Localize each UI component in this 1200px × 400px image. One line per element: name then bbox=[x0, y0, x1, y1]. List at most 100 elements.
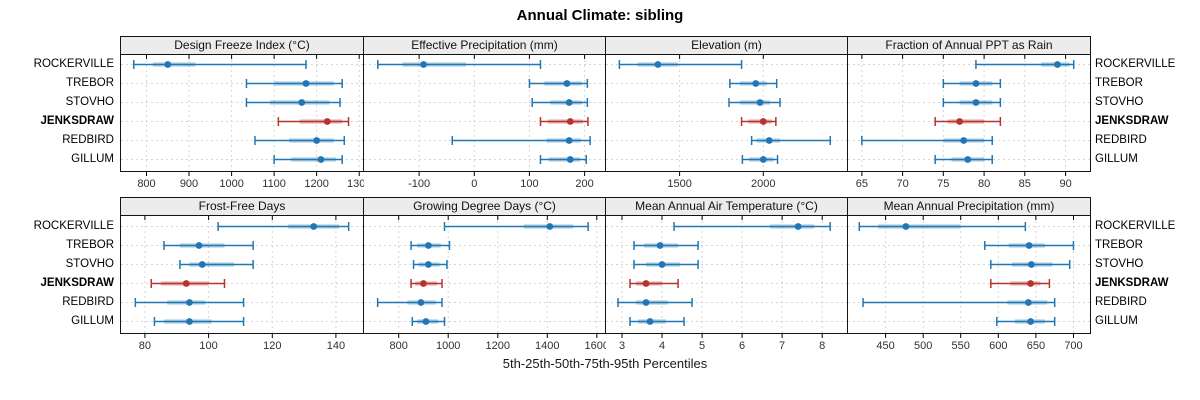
station-label-left-rockerville: ROCKERVILLE bbox=[33, 220, 114, 232]
series-gillum bbox=[411, 317, 446, 326]
x-axis-label: 5th-25th-50th-75th-95th Percentiles bbox=[502, 356, 708, 371]
tick-label: 3 bbox=[619, 340, 625, 352]
station-label-right-trebor: TREBOR bbox=[1095, 77, 1143, 89]
station-label-left-redbird: REDBIRD bbox=[62, 134, 114, 146]
series-jenksdraw bbox=[990, 279, 1051, 288]
x-axis-ticks: 450 500 550 600 650 700 bbox=[876, 334, 1083, 352]
median-dot bbox=[424, 242, 432, 249]
series-trebor bbox=[729, 79, 778, 88]
median-dot bbox=[298, 99, 306, 106]
station-label-right-gillum: GILLUM bbox=[1095, 315, 1138, 327]
panel-title-effective-precipitation-mm: Effective Precipitation (mm) bbox=[364, 37, 605, 55]
median-dot bbox=[310, 223, 318, 230]
station-label-right-trebor: TREBOR bbox=[1095, 239, 1143, 251]
series-trebor bbox=[942, 79, 1002, 88]
x-axis-mean-annual-air-temperature-c: 3 4 5 6 7 8 bbox=[605, 334, 848, 352]
median-dot bbox=[424, 261, 432, 268]
panel-frost-free-days: Frost-Free Days bbox=[120, 197, 364, 334]
x-axis-ticks: 3 4 5 6 7 8 bbox=[619, 334, 825, 352]
median-dot bbox=[972, 80, 980, 87]
tick-label: 650 bbox=[1027, 340, 1045, 352]
median-dot bbox=[972, 99, 980, 106]
station-label-left-jenksdraw: JENKSDRAW bbox=[40, 277, 114, 289]
tick-label: 75 bbox=[937, 178, 949, 190]
median-dot bbox=[420, 280, 427, 287]
x-axis-ticks: 65 70 75 80 85 90 bbox=[856, 172, 1072, 190]
series-gillum bbox=[741, 155, 779, 164]
series-redbird bbox=[254, 136, 346, 145]
station-label-left-stovho: STOVHO bbox=[65, 96, 114, 108]
median-dot bbox=[759, 118, 767, 125]
median-dot bbox=[642, 280, 650, 287]
tick-label: 1300 bbox=[347, 178, 364, 190]
station-label-right-redbird: REDBIRD bbox=[1095, 296, 1147, 308]
tick-label: 120 bbox=[263, 340, 281, 352]
tick-label: 90 bbox=[1059, 178, 1071, 190]
series-jenksdraw bbox=[934, 117, 1002, 126]
percentile-plot-area bbox=[606, 55, 847, 171]
median-dot bbox=[646, 318, 654, 325]
series-trebor bbox=[633, 241, 699, 250]
series-jenksdraw bbox=[740, 117, 777, 126]
series-trebor bbox=[984, 241, 1075, 250]
median-dot bbox=[759, 156, 767, 163]
median-dot bbox=[656, 242, 664, 249]
plot-title: Annual Climate: sibling bbox=[516, 7, 684, 24]
tick-label: 8 bbox=[819, 340, 825, 352]
tick-label: 1000 bbox=[436, 340, 460, 352]
panel-mean-annual-precipitation-mm: Mean Annual Precipitation (mm) bbox=[847, 197, 1091, 334]
panel-title-elevation-m: Elevation (m) bbox=[606, 37, 847, 55]
tick-label: 65 bbox=[856, 178, 868, 190]
median-dot bbox=[164, 61, 172, 68]
series-redbird bbox=[750, 136, 832, 145]
panel-title-mean-annual-precipitation-mm: Mean Annual Precipitation (mm) bbox=[848, 198, 1090, 216]
series-rockerville bbox=[618, 60, 743, 69]
tick-label: 1100 bbox=[262, 178, 286, 190]
tick-label: 80 bbox=[978, 178, 990, 190]
x-axis-ticks: -100 0 100 200 bbox=[408, 172, 594, 190]
tick-label: 6 bbox=[739, 340, 745, 352]
series-redbird bbox=[134, 298, 245, 307]
series-gillum bbox=[934, 155, 993, 164]
station-label-right-rockerville: ROCKERVILLE bbox=[1095, 220, 1176, 232]
median-dot bbox=[302, 80, 310, 87]
series-redbird bbox=[862, 298, 1056, 307]
tick-label: 4 bbox=[659, 340, 665, 352]
median-dot bbox=[546, 223, 554, 230]
median-dot bbox=[902, 223, 910, 230]
median-dot bbox=[313, 137, 321, 144]
station-label-right-gillum: GILLUM bbox=[1095, 153, 1138, 165]
series-stovho bbox=[245, 98, 341, 107]
median-dot bbox=[186, 299, 193, 306]
series-trebor bbox=[528, 79, 589, 88]
median-dot bbox=[566, 156, 574, 163]
median-dot bbox=[186, 318, 193, 325]
median-dot bbox=[752, 80, 760, 87]
median-dot bbox=[658, 261, 666, 268]
station-label-right-jenksdraw: JENKSDRAW bbox=[1095, 115, 1169, 127]
median-dot bbox=[566, 118, 574, 125]
tick-label: 600 bbox=[989, 340, 1007, 352]
series-rockerville bbox=[673, 222, 831, 231]
median-dot bbox=[1027, 280, 1035, 287]
percentile-plot-area bbox=[364, 55, 605, 171]
station-label-right-rockerville: ROCKERVILLE bbox=[1095, 58, 1176, 70]
x-axis-fraction-of-annual-ppt-as-rain: 65 70 75 80 85 90 bbox=[847, 172, 1091, 190]
percentile-plot-area bbox=[848, 216, 1090, 333]
median-dot bbox=[960, 137, 968, 144]
series-jenksdraw bbox=[277, 117, 350, 126]
tick-label: 700 bbox=[1064, 340, 1082, 352]
tick-label: 7 bbox=[779, 340, 785, 352]
median-dot bbox=[765, 137, 773, 144]
series-redbird bbox=[376, 298, 443, 307]
series-stovho bbox=[179, 260, 254, 269]
series-gillum bbox=[996, 317, 1056, 326]
series-jenksdraw bbox=[539, 117, 589, 126]
panel-elevation-m: Elevation (m) bbox=[605, 36, 848, 172]
tick-label: 550 bbox=[952, 340, 970, 352]
series-redbird bbox=[861, 136, 993, 145]
series-rockerville bbox=[377, 60, 542, 69]
series-redbird bbox=[451, 136, 591, 145]
tick-label: 900 bbox=[180, 178, 198, 190]
